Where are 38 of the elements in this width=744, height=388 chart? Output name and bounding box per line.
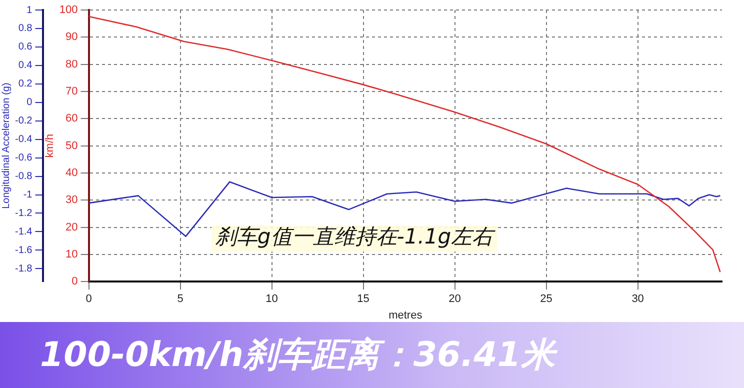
- y2-tick-label: 0.4: [18, 60, 33, 72]
- x-tick-label: 5: [177, 293, 184, 306]
- y-tick-label: 30: [66, 194, 78, 206]
- y2-axis-title: Longitudinal Acceleration (g): [0, 82, 12, 209]
- y-tick-label: 50: [66, 140, 78, 152]
- y-axis-title: km/h: [44, 134, 56, 158]
- y-tick-label: 100: [59, 4, 78, 16]
- y-tick-label: 10: [66, 248, 78, 260]
- y2-tick-label: 0.8: [18, 23, 33, 34]
- x-tick-label: 10: [266, 293, 278, 306]
- x-tick-label: 25: [540, 293, 552, 306]
- y2-tick-label: -0.6: [14, 152, 33, 164]
- y2-tick-label: -1.4: [14, 226, 33, 238]
- y2-tick-label: -0.2: [14, 116, 33, 127]
- text: 100-0km/h刹车距离：36.41米: [0, 322, 744, 388]
- y-tick-label: 40: [66, 166, 78, 179]
- y2-tick-label: -1: [23, 190, 33, 201]
- y2-tick-label: 0.6: [18, 42, 33, 53]
- y-tick-label: 80: [66, 58, 78, 70]
- y-tick-label: 70: [66, 86, 78, 98]
- x-tick-label: 15: [357, 293, 370, 306]
- y2-tick-label: 0: [26, 97, 33, 108]
- y2-tick-label: -1.6: [14, 244, 33, 256]
- y-tick-label: 60: [66, 112, 78, 125]
- y-tick-label: 0: [72, 276, 78, 288]
- y2-tick-label: -1.2: [14, 208, 33, 219]
- x-tick-label: 0: [86, 293, 92, 306]
- x-tick-label: 20: [448, 293, 461, 306]
- x-tick-label: 30: [632, 293, 644, 306]
- x-axis-title: metres: [388, 309, 423, 322]
- y2-tick-label: -0.8: [14, 171, 33, 182]
- annotation: 刹车g值一直维持在-1.1g左右: [214, 224, 496, 249]
- y-tick-label: 20: [66, 221, 78, 234]
- y-tick-label: 90: [66, 31, 78, 44]
- y2-tick-label: -0.4: [14, 134, 33, 146]
- y2-tick-label: -1.8: [14, 263, 33, 274]
- y2-tick-label: 0.2: [18, 78, 33, 90]
- y2-tick-label: 1: [26, 4, 33, 16]
